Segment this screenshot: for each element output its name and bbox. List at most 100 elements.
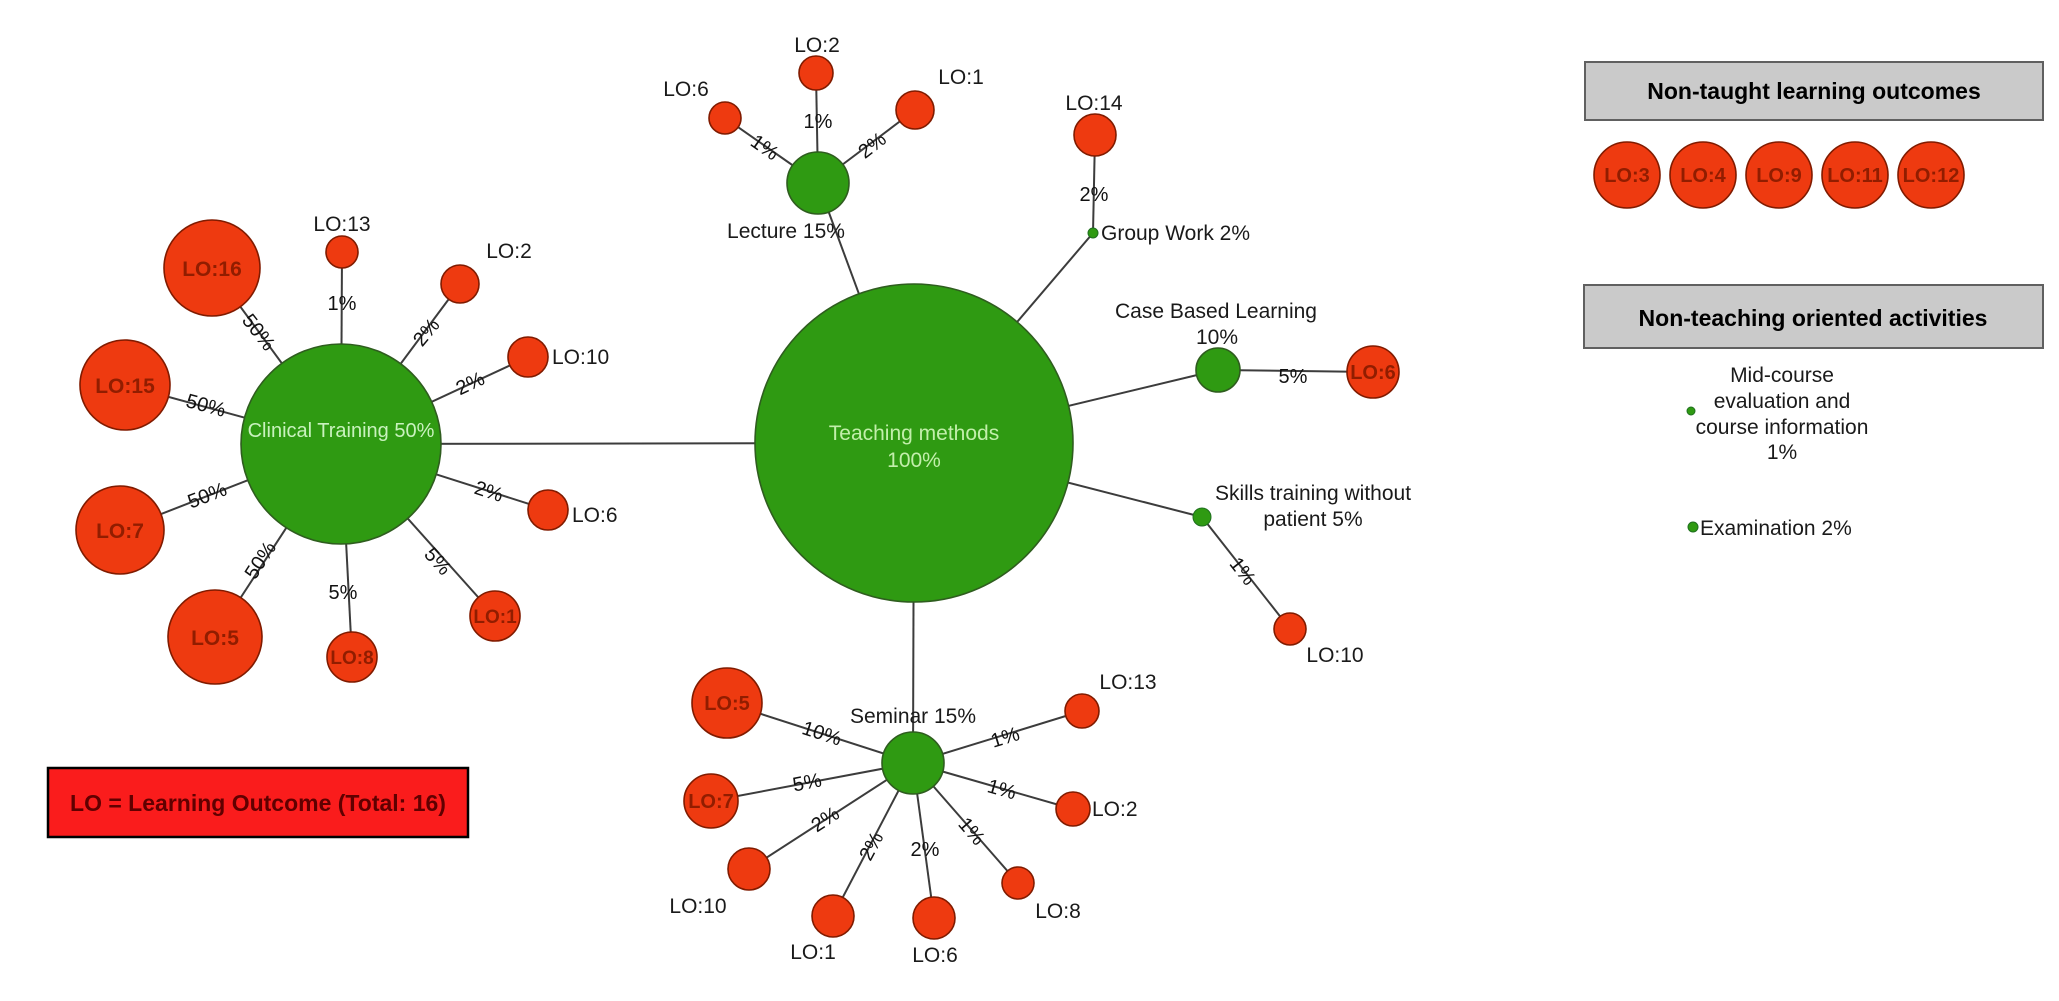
node-nontaught-lo11 (1821, 141, 1889, 209)
label-seminar-lo5: LO:5 (704, 693, 750, 715)
node-clinical-lo6 (527, 489, 569, 531)
edge-seminar-lo7 (710, 762, 914, 802)
label-seminar-lo6: LO:6 (912, 944, 958, 967)
case-based-learning-label: Case Based Learning (1115, 300, 1317, 323)
node-nontaught-lo12 (1897, 141, 1965, 209)
node-seminar-lo13 (1064, 693, 1100, 729)
edge-seminar-lo10 (748, 762, 914, 870)
pct-seminar-lo6: 2% (911, 839, 940, 861)
legend-text: LO = Learning Outcome (Total: 16) (70, 790, 446, 816)
skills-training-node (1192, 507, 1212, 527)
seminar-node (881, 731, 945, 795)
clinical-training-cluster: Clinical Training 50% LO:16 50% LO:13 1%… (75, 213, 618, 685)
label-nontaught-lo12: LO:12 (1903, 165, 1960, 187)
node-seminar-lo10 (727, 847, 771, 891)
clinical-training-node (240, 343, 442, 545)
pct-clinical-lo13: 1% (328, 293, 357, 315)
label-clinical-lo13: LO:13 (313, 213, 370, 236)
label-seminar-lo7: LO:7 (688, 791, 734, 813)
label-seminar-lo2: LO:2 (1092, 798, 1138, 821)
lecture-cluster: Lecture 15% LO:6 1% LO:2 1% LO:1 2% (663, 34, 984, 243)
node-nontaught-lo4 (1669, 141, 1737, 209)
node-seminar-lo5 (691, 667, 763, 739)
group-work-cluster: Group Work 2% LO:14 2% (1065, 92, 1250, 245)
pct-casebased-lo6: 5% (1279, 366, 1308, 388)
seminar-label: Seminar 15% (850, 705, 976, 728)
teaching-methods-pct: 100% (887, 449, 941, 472)
non-taught-header-box (1584, 61, 2044, 121)
label-nontaught-lo4: LO:4 (1680, 165, 1726, 187)
pct-clinical-lo10: 2% (453, 368, 489, 400)
node-clinical-lo15 (79, 339, 171, 431)
mid-course-label-line4: 1% (1767, 441, 1797, 464)
label-seminar-lo1: LO:1 (790, 941, 836, 964)
node-nontaught-lo9 (1745, 141, 1813, 209)
label-clinical-lo16: LO:16 (182, 258, 242, 281)
label-casebased-lo6: LO:6 (1350, 362, 1396, 384)
node-clinical-lo16 (163, 219, 261, 317)
node-seminar-lo2 (1055, 791, 1091, 827)
examination-node (1687, 521, 1699, 533)
node-skills-lo10 (1273, 612, 1307, 646)
pct-groupwork-lo14: 2% (1080, 184, 1109, 206)
lecture-label: Lecture 15% (727, 220, 845, 243)
pct-seminar-lo13: 1% (988, 723, 1022, 753)
skills-training-label-line1: Skills training without (1215, 482, 1411, 505)
teaching-methods-hub: Teaching methods 100% (754, 283, 1074, 603)
node-clinical-lo7 (75, 485, 165, 575)
edge-skills-lo10 (1201, 516, 1291, 630)
label-nontaught-lo9: LO:9 (1756, 165, 1802, 187)
node-clinical-lo10 (507, 336, 549, 378)
seminar-cluster: Seminar 15% LO:5 10% LO:7 5% LO:10 2% LO… (669, 667, 1157, 967)
case-based-learning-node (1195, 347, 1241, 393)
label-lecture-lo1: LO:1 (938, 66, 984, 89)
label-skills-lo10: LO:10 (1306, 644, 1363, 667)
non-teaching-panel: Non-teaching oriented activities Mid-cou… (1583, 284, 2044, 540)
node-lecture-lo1 (895, 90, 935, 130)
lecture-node (786, 151, 850, 215)
pct-lecture-lo2: 1% (804, 111, 833, 133)
node-clinical-lo5 (167, 589, 263, 685)
pct-clinical-lo1: 5% (419, 544, 455, 580)
node-clinical-lo2 (440, 264, 480, 304)
node-nontaught-lo3 (1593, 141, 1661, 209)
pct-clinical-lo7: 50% (185, 478, 230, 513)
pct-clinical-lo6: 2% (472, 477, 506, 507)
pct-seminar-lo2: 1% (985, 775, 1019, 804)
label-lecture-lo6: LO:6 (663, 78, 709, 101)
teaching-methods-node (754, 283, 1074, 603)
label-nontaught-lo3: LO:3 (1604, 165, 1650, 187)
node-lecture-lo6 (708, 101, 742, 135)
node-clinical-lo1 (469, 590, 521, 642)
group-work-node (1087, 227, 1099, 239)
non-teaching-header-box (1583, 284, 2044, 349)
node-seminar-lo7 (683, 773, 739, 829)
mid-course-label-line2: evaluation and (1714, 390, 1851, 413)
label-clinical-lo15: LO:15 (95, 375, 155, 398)
node-seminar-lo6 (912, 896, 956, 940)
skills-training-cluster: Skills training without patient 5% LO:10… (1192, 482, 1411, 667)
non-taught-title: Non-taught learning outcomes (1647, 78, 1981, 104)
label-clinical-lo1: LO:1 (473, 607, 517, 628)
label-groupwork-lo14: LO:14 (1065, 92, 1123, 115)
pct-seminar-lo7: 5% (791, 769, 824, 796)
node-lecture-lo2 (798, 55, 834, 91)
node-clinical-lo8 (326, 631, 378, 683)
legend-box (46, 766, 470, 839)
pct-clinical-lo15: 50% (184, 390, 229, 422)
non-teaching-title: Non-teaching oriented activities (1639, 305, 1988, 331)
case-based-learning-pct: 10% (1196, 326, 1238, 349)
label-seminar-lo8: LO:8 (1035, 900, 1081, 923)
mid-course-label-line1: Mid-course (1730, 364, 1834, 387)
label-clinical-lo7: LO:7 (96, 520, 144, 543)
mid-course-label-line3: course information (1696, 416, 1869, 439)
label-clinical-lo2: LO:2 (486, 240, 532, 263)
mid-course-node (1686, 406, 1696, 416)
pct-clinical-lo8: 5% (329, 582, 358, 604)
teaching-methods-label: Teaching methods (829, 422, 999, 445)
label-clinical-lo6: LO:6 (572, 504, 618, 527)
label-seminar-lo13: LO:13 (1099, 671, 1156, 694)
label-lecture-lo2: LO:2 (794, 34, 840, 57)
